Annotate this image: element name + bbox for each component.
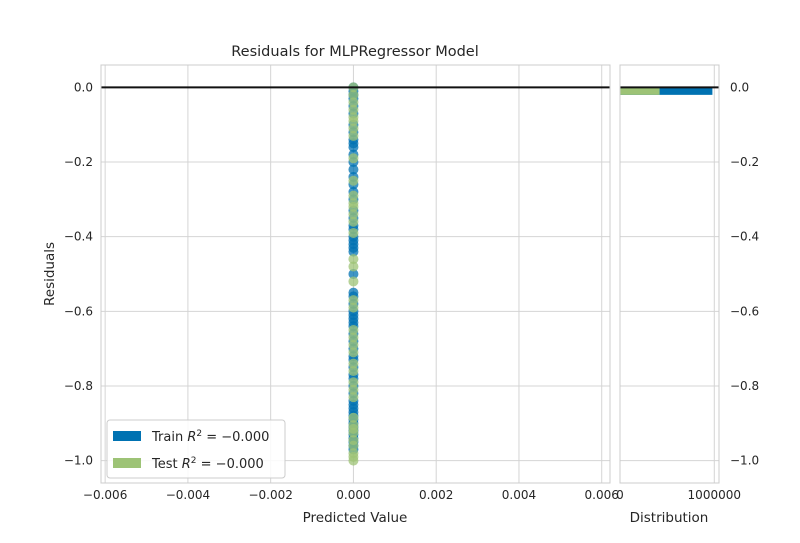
test-point <box>348 332 359 343</box>
main-y-tick-label: −0.2 <box>64 155 93 169</box>
main-x-tick-labels: −0.006 −0.004 −0.002 0.000 0.002 0.004 0.006 <box>83 488 619 502</box>
main-x-tick-label: 0.006 <box>585 488 619 502</box>
hist-y-tick-label: −0.6 <box>730 304 759 318</box>
test-point <box>348 392 359 403</box>
test-point <box>348 104 359 115</box>
test-point <box>348 276 359 287</box>
hist-x-tick-label: 1000000 <box>688 488 741 502</box>
hist-y-tick-labels: 0.0 −0.2 −0.4 −0.6 −0.8 −1.0 <box>730 80 759 467</box>
legend-box <box>106 419 286 479</box>
test-point <box>348 324 359 335</box>
legend: Train R2 = −0.000 Test R2 = −0.000 <box>106 419 286 479</box>
test-point <box>348 427 359 438</box>
main-x-tick-label: 0.002 <box>419 488 453 502</box>
main-scatter-points <box>348 82 359 466</box>
main-y-tick-labels: 0.0 −0.2 −0.4 −0.6 −0.8 −1.0 <box>64 80 93 467</box>
test-point <box>348 190 359 201</box>
test-point <box>348 358 359 369</box>
hist-y-tick-label: −0.8 <box>730 379 759 393</box>
test-point <box>348 227 359 238</box>
hist-x-tick-label: 0 <box>616 488 624 502</box>
test-point <box>348 440 359 451</box>
train-point <box>348 246 359 257</box>
test-point <box>348 254 359 265</box>
main-x-tick-label: 0.000 <box>336 488 370 502</box>
test-point <box>348 130 359 141</box>
test-hist-bar <box>620 87 660 95</box>
test-point <box>348 455 359 466</box>
train-point <box>348 269 359 279</box>
x-axis-label: Predicted Value <box>303 510 408 526</box>
test-point <box>348 302 359 313</box>
main-x-tick-label: −0.006 <box>83 488 127 502</box>
hist-y-tick-label: −0.2 <box>730 155 759 169</box>
chart-title: Residuals for MLPRegressor Model <box>231 44 478 60</box>
main-y-tick-label: 0.0 <box>74 80 93 94</box>
train-point <box>348 142 359 153</box>
hist-x-axis-label: Distribution <box>630 510 709 526</box>
test-point <box>348 412 359 423</box>
legend-entry: Train R2 = −0.000 <box>151 429 269 445</box>
hist-y-tick-label: −0.4 <box>730 230 759 244</box>
test-point <box>348 347 359 358</box>
test-point <box>348 201 359 212</box>
test-point <box>348 339 359 350</box>
train-hist-bar <box>620 87 713 95</box>
test-point <box>348 216 359 227</box>
test-point <box>348 153 359 164</box>
test-point <box>348 366 359 377</box>
main-x-tick-label: −0.002 <box>248 488 292 502</box>
main-y-tick-label: −0.8 <box>64 379 93 393</box>
test-point <box>348 261 359 272</box>
legend-swatch <box>113 431 141 441</box>
main-x-tick-label: 0.004 <box>502 488 536 502</box>
test-point <box>348 209 359 220</box>
legend-entry: Test R2 = −0.000 <box>151 456 264 472</box>
test-point <box>348 115 359 126</box>
legend-swatch <box>113 458 141 468</box>
test-point <box>348 97 359 108</box>
train-point <box>348 164 359 175</box>
main-plot-frame <box>100 64 611 484</box>
test-point <box>348 89 359 100</box>
test-point <box>348 123 359 134</box>
test-point <box>348 377 359 388</box>
hist-x-tick-labels: 0 1000000 <box>616 488 741 502</box>
hist-y-tick-label: −1.0 <box>730 454 759 468</box>
hist-bars <box>620 87 713 95</box>
test-point <box>348 175 359 186</box>
test-point <box>348 295 359 306</box>
hist-y-tick-label: 0.0 <box>730 80 749 94</box>
y-axis-label: Residuals <box>42 242 58 306</box>
main-x-tick-label: −0.004 <box>166 488 210 502</box>
test-point <box>348 384 359 395</box>
hist-plot-frame <box>619 64 720 484</box>
main-y-tick-label: −0.6 <box>64 304 93 318</box>
main-y-tick-label: −1.0 <box>64 454 93 468</box>
main-y-tick-label: −0.4 <box>64 230 93 244</box>
